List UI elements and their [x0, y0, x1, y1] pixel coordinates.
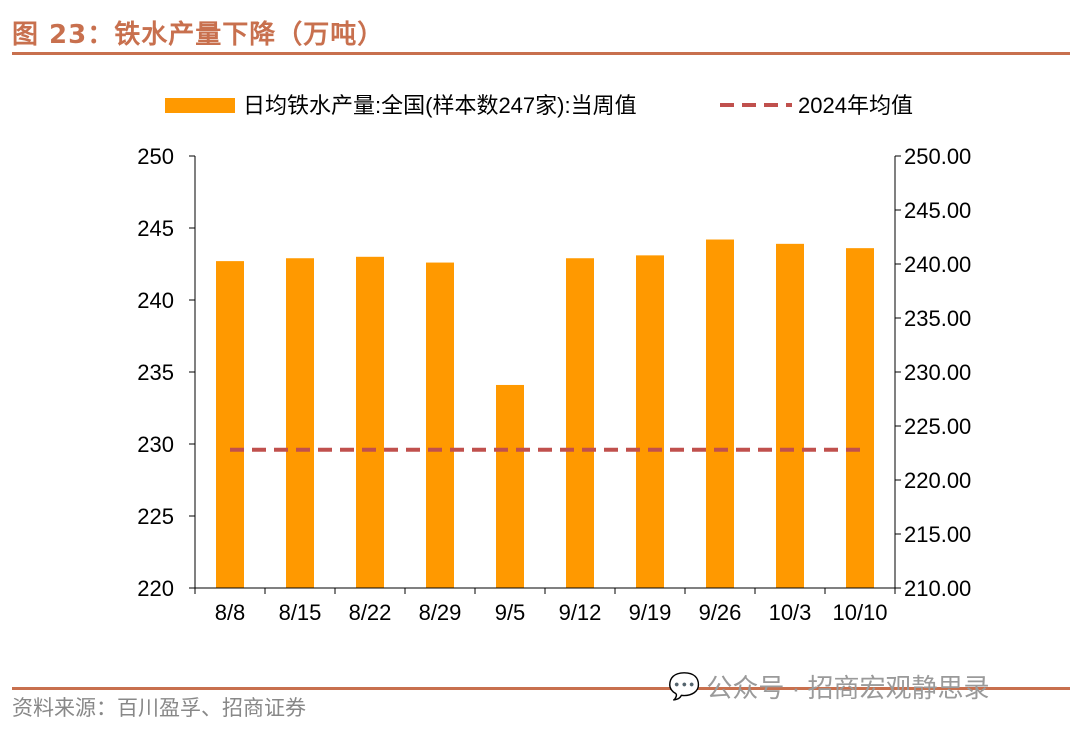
left-tick-label: 220	[137, 576, 174, 601]
legend-bar-label: 日均铁水产量:全国(样本数247家):当周值	[243, 93, 637, 118]
bar-9/5	[496, 384, 524, 588]
left-tick-label: 250	[137, 144, 174, 169]
right-tick-label: 240.00	[904, 252, 971, 277]
bar-9/12	[566, 258, 594, 588]
title-rule	[12, 52, 1070, 55]
x-tick-label: 8/8	[215, 600, 246, 625]
legend-bar-swatch	[165, 98, 235, 113]
right-tick-label: 230.00	[904, 360, 971, 385]
x-tick-label: 9/19	[629, 600, 672, 625]
footer-rule	[12, 687, 1070, 690]
x-tick-label: 9/5	[495, 600, 526, 625]
bar-9/26	[706, 239, 734, 588]
bar-8/29	[426, 262, 454, 588]
right-tick-label: 235.00	[904, 306, 971, 331]
watermark: 💬 公众号 · 招商宏观静思录	[668, 668, 989, 705]
source-note: 资料来源：百川盈孚、招商证券	[12, 696, 306, 720]
left-tick-label: 235	[137, 360, 174, 385]
left-tick-label: 245	[137, 216, 174, 241]
right-tick-label: 250.00	[904, 144, 971, 169]
bar-9/19	[636, 255, 664, 589]
x-tick-label: 10/10	[832, 600, 887, 625]
left-tick-label: 225	[137, 504, 174, 529]
right-tick-label: 215.00	[904, 522, 971, 547]
bar-10/10	[846, 248, 874, 588]
right-tick-label: 220.00	[904, 468, 971, 493]
bar-8/8	[216, 261, 244, 588]
right-tick-label: 225.00	[904, 414, 971, 439]
bar-8/15	[286, 258, 314, 588]
x-tick-label: 8/15	[279, 600, 322, 625]
left-tick-label: 230	[137, 432, 174, 457]
wechat-icon: 💬	[668, 671, 701, 701]
legend-line-label: 2024年均值	[798, 93, 913, 118]
watermark-text: 公众号 · 招商宏观静思录	[706, 673, 990, 703]
legend: 日均铁水产量:全国(样本数247家):当周值 2024年均值	[165, 93, 913, 118]
bar-8/22	[356, 256, 384, 588]
right-tick-label: 245.00	[904, 198, 971, 223]
x-tick-label: 9/26	[699, 600, 742, 625]
left-tick-label: 240	[137, 288, 174, 313]
x-tick-label: 10/3	[769, 600, 812, 625]
x-tick-label: 9/12	[559, 600, 602, 625]
bar-10/3	[776, 243, 804, 588]
figure-title: 图 23：铁水产量下降（万吨）	[12, 20, 385, 50]
right-tick-label: 210.00	[904, 576, 971, 601]
x-tick-label: 8/29	[419, 600, 462, 625]
x-tick-label: 8/22	[349, 600, 392, 625]
